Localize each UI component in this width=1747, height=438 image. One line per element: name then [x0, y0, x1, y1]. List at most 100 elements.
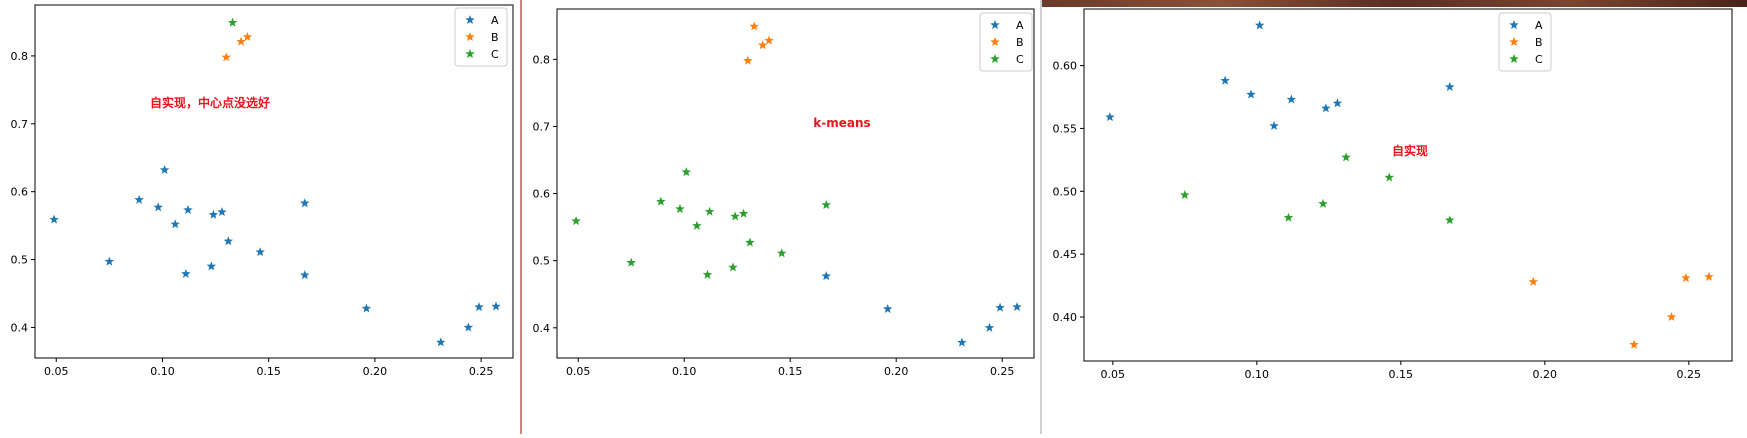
y-tick-label: 0.5 [11, 254, 29, 267]
y-tick-label: 0.5 [533, 255, 551, 268]
data-point-A [181, 268, 191, 278]
data-point-A [300, 270, 310, 280]
data-point-B [1704, 271, 1714, 281]
data-point-A [361, 303, 372, 313]
data-point-A [183, 205, 193, 215]
data-point-C [1341, 152, 1351, 162]
legend-marker-C [990, 54, 1000, 64]
chart-panel-1: 0.05 0.10 0.15 0.20 0.25 0.4 0.5 0.6 0.7 0.8 自实现，中… [0, 0, 520, 434]
x-tick-label: 0.10 [150, 365, 175, 378]
legend-marker-C [1509, 54, 1519, 64]
legend-box [1498, 12, 1552, 72]
data-point-B [1528, 276, 1539, 286]
data-point-A [984, 322, 995, 332]
x-tick-label: 0.25 [1677, 368, 1702, 381]
data-point-B [743, 55, 753, 65]
data-point-C [227, 17, 238, 27]
scatter-chart-1: 0.05 0.10 0.15 0.20 0.25 0.4 0.5 0.6 0.7 0.8 自实现，中… [11, 4, 514, 378]
data-point-C [681, 167, 692, 177]
data-point-A [1286, 94, 1297, 104]
y-tick-label: 0.6 [11, 186, 29, 199]
legend-box [454, 7, 508, 67]
plot-frame [556, 8, 1035, 359]
x-tick-label: 0.20 [363, 365, 388, 378]
data-point-C [821, 199, 831, 210]
data-point-C [571, 216, 581, 226]
legend-label: A [491, 14, 499, 27]
y-tick-label: 0.4 [11, 321, 29, 334]
data-point-C [692, 220, 702, 230]
legend-label: C [1535, 53, 1543, 66]
data-point-B [242, 31, 253, 41]
data-point-A [436, 337, 446, 347]
data-point-C [1318, 198, 1328, 208]
legend-label: A [1016, 19, 1024, 32]
data-point-C [776, 248, 787, 258]
legend-label: C [1016, 53, 1024, 66]
plot-frame [34, 4, 514, 359]
data-point-A [206, 261, 217, 271]
y-tick-label: 0.45 [1053, 248, 1078, 261]
x-tick-label: 0.05 [44, 365, 69, 378]
data-point-A [104, 256, 115, 266]
legend-marker-B [465, 32, 475, 42]
y-tick-label: 0.7 [533, 120, 551, 133]
plot-frame [1083, 8, 1733, 362]
y-tick-label: 0.50 [1053, 185, 1078, 198]
legend-marker-B [1509, 37, 1519, 47]
x-tick-label: 0.25 [469, 365, 494, 378]
x-tick-label: 0.20 [884, 365, 909, 378]
data-point-C [702, 269, 713, 279]
y-tick-label: 0.8 [11, 50, 29, 63]
legend-label: B [491, 31, 499, 44]
chart-annotation: 自实现，中心点没选好 [150, 95, 270, 110]
data-point-A [957, 337, 967, 347]
data-point-A [1321, 103, 1331, 113]
data-point-A [300, 198, 310, 208]
data-point-A [1105, 112, 1115, 122]
data-point-C [1180, 190, 1190, 200]
data-point-C [656, 196, 666, 206]
x-tick-label: 0.15 [256, 365, 281, 378]
data-point-A [821, 271, 831, 281]
legend-marker-A [990, 20, 1000, 30]
legend-marker-C [465, 49, 475, 59]
x-tick-label: 0.05 [566, 365, 591, 378]
data-point-A [1012, 301, 1022, 312]
data-point-A [474, 302, 484, 312]
data-point-A [153, 202, 163, 212]
data-point-B [1666, 312, 1677, 322]
data-point-C [738, 208, 749, 218]
data-point-C [745, 237, 755, 247]
data-point-B [236, 36, 246, 46]
data-point-A [134, 194, 144, 204]
legend-marker-B [990, 37, 1000, 47]
chart-annotation: 自实现 [1392, 143, 1428, 158]
legend-box [979, 12, 1033, 72]
data-point-A [1445, 81, 1455, 91]
x-tick-label: 0.10 [1245, 368, 1270, 381]
data-point-A [1332, 98, 1343, 108]
data-point-C [675, 204, 685, 214]
data-point-B [749, 21, 759, 31]
y-tick-label: 0.4 [533, 322, 551, 335]
data-point-B [764, 35, 774, 45]
x-tick-label: 0.20 [1533, 368, 1558, 381]
chart-panel-2: 0.05 0.10 0.15 0.20 0.25 0.4 0.5 0.6 0.7 0.8 k-mea… [520, 0, 1040, 434]
legend-label: A [1535, 19, 1543, 32]
chart-annotation: k-means [813, 116, 870, 130]
data-point-B [1629, 339, 1639, 349]
data-point-A [1254, 20, 1265, 30]
x-tick-label: 0.05 [1101, 368, 1126, 381]
chart-panel-3: 0.05 0.10 0.15 0.20 0.25 0.40 0.45 0.50 0.55 0.60… [1040, 0, 1747, 434]
y-tick-label: 0.8 [533, 53, 551, 66]
data-point-A [49, 214, 59, 224]
legend-label: B [1535, 36, 1543, 49]
y-tick-label: 0.7 [11, 118, 29, 131]
x-tick-label: 0.10 [672, 365, 697, 378]
data-point-C [1384, 172, 1395, 182]
legend-marker-A [465, 15, 475, 25]
data-point-C [704, 206, 715, 216]
data-point-C [1445, 215, 1455, 225]
legend-marker-A [1509, 20, 1519, 30]
